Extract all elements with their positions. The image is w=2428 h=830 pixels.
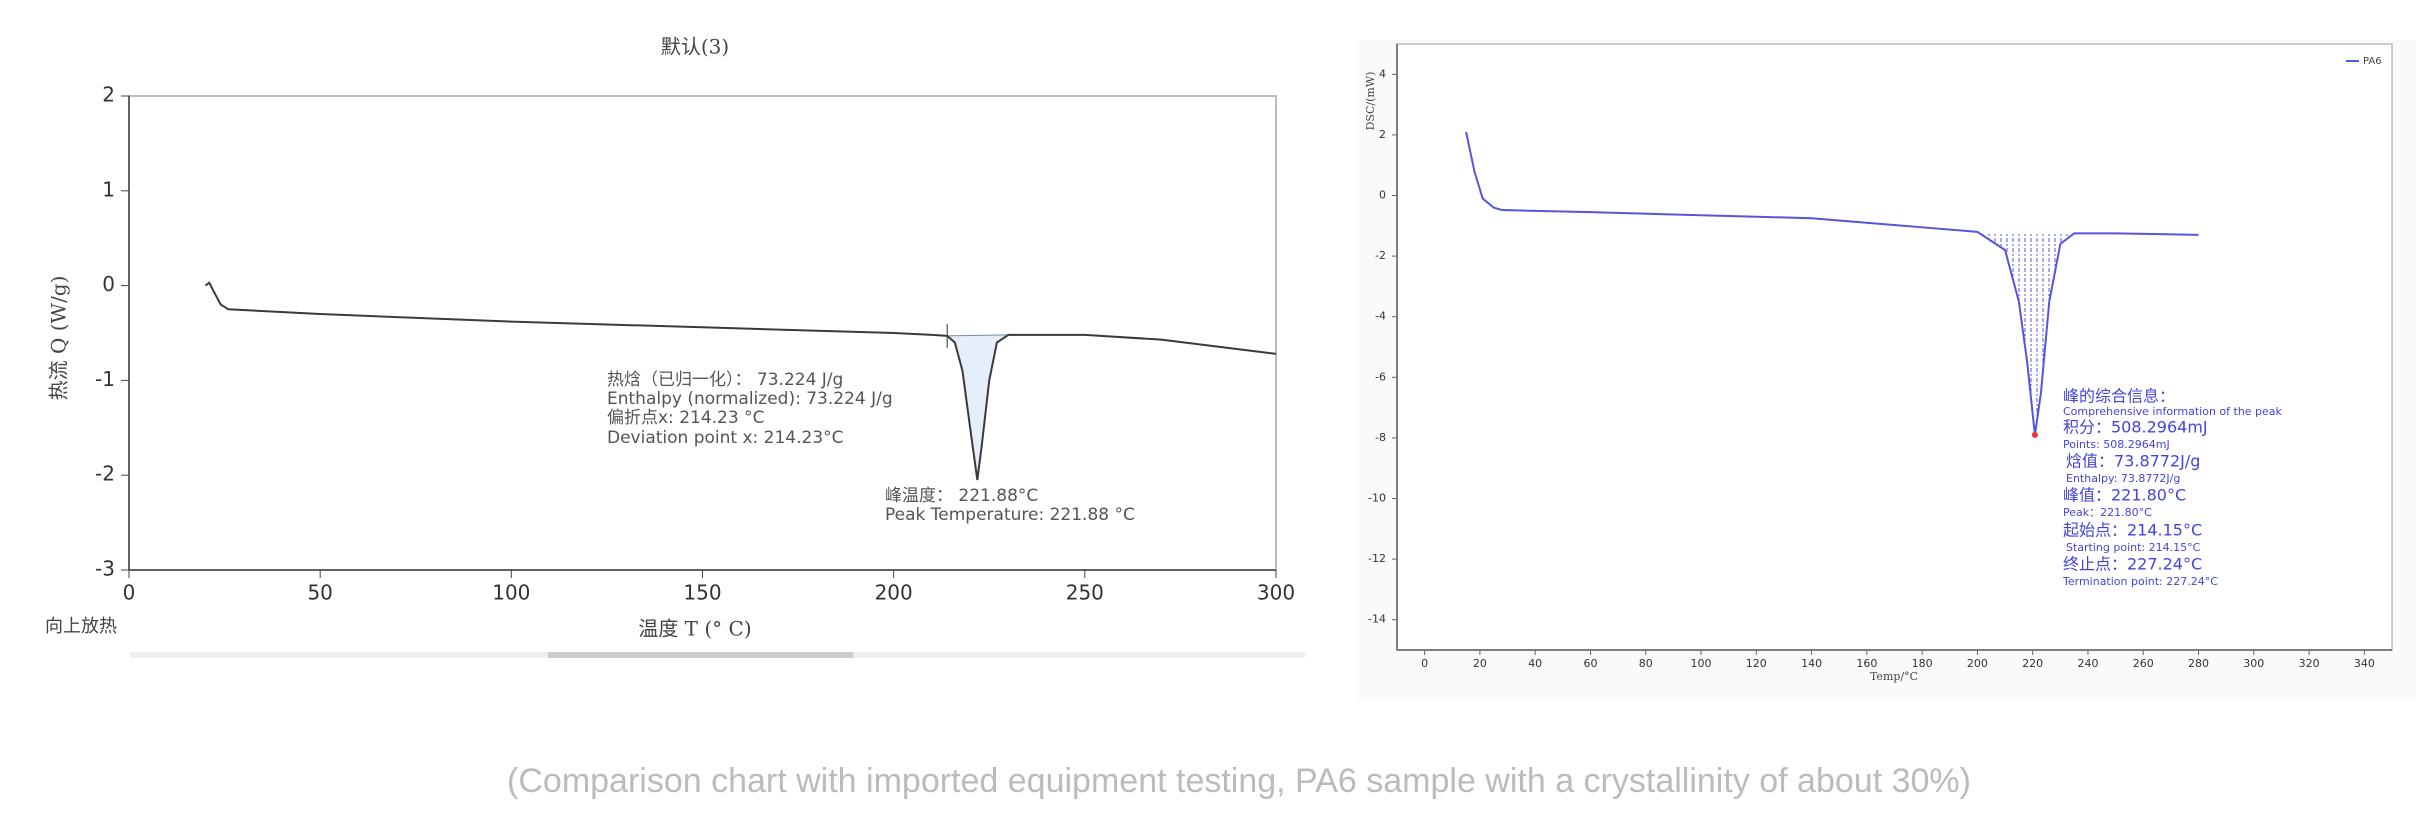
x-tick-label: 80 <box>1639 657 1653 670</box>
data-line <box>1465 131 2199 436</box>
x-tick-label: 160 <box>1856 657 1877 670</box>
annotation: 终止点：227.24°C <box>2063 555 2202 574</box>
x-tick-label: 0 <box>123 581 136 605</box>
plot-area <box>1396 43 2393 651</box>
y-tick-label: 0 <box>1379 189 1386 202</box>
annotation: Enthalpy (normalized): 73.224 J/g <box>607 389 893 409</box>
peak-area <box>1977 231 2075 435</box>
caption: (Comparison chart with imported equipmen… <box>507 762 1971 800</box>
annotation: 焓值：73.8772J/g <box>2066 452 2200 471</box>
legend-label: PA6 <box>2363 56 2382 67</box>
y-tick-label: 0 <box>102 272 115 296</box>
x-tick-label: 140 <box>1801 657 1822 670</box>
annotation: Starting point: 214.15°C <box>2066 541 2201 554</box>
y-tick-label: 2 <box>1379 128 1386 141</box>
annotation: Peak Temperature: 221.88 °C <box>885 505 1135 525</box>
x-tick-label: 20 <box>1473 657 1487 670</box>
y-tick-label: -8 <box>1375 431 1386 444</box>
y-tick-label: -14 <box>1368 613 1386 626</box>
annotation: 峰的综合信息： <box>2063 387 2175 406</box>
x-tick-label: 50 <box>307 581 332 605</box>
x-tick-label: 320 <box>2299 657 2320 670</box>
y-tick-label: -4 <box>1375 310 1386 323</box>
annotation: 峰值：221.80°C <box>2063 486 2186 505</box>
y-tick-label: -2 <box>1375 249 1386 262</box>
annotation: Comprehensive information of the peak <box>2063 405 2283 418</box>
y-tick-label: 4 <box>1379 67 1386 80</box>
x-axis-label: Temp/°C <box>1870 670 1918 683</box>
y-tick-label: -1 <box>95 367 115 391</box>
x-tick-label: 220 <box>2022 657 2043 670</box>
x-tick-label: 120 <box>1746 657 1767 670</box>
x-tick-label: 180 <box>1912 657 1933 670</box>
y-tick-label: -3 <box>95 557 115 581</box>
data-line <box>204 281 1277 481</box>
y-tick-label: 1 <box>102 177 115 201</box>
x-tick-label: 240 <box>2077 657 2098 670</box>
peak-point <box>2031 431 2038 438</box>
y-tick-label: 2 <box>102 83 115 107</box>
exo-note: 向上放热 <box>45 616 117 637</box>
x-tick-label: 150 <box>683 581 721 605</box>
x-tick-label: 200 <box>1967 657 1988 670</box>
chart-title: 默认(3) <box>661 35 729 59</box>
x-tick-label: 60 <box>1583 657 1597 670</box>
y-tick-label: -6 <box>1375 370 1386 383</box>
scroll-thumb <box>548 652 853 658</box>
y-axis-label: 热流 Q (W/g) <box>47 276 71 401</box>
x-axis-label: 温度 T (° C) <box>638 617 751 641</box>
x-tick-label: 250 <box>1066 581 1104 605</box>
annotation: 起始点：214.15°C <box>2063 521 2202 540</box>
plot-area <box>128 95 1277 571</box>
x-tick-label: 340 <box>2354 657 2375 670</box>
x-tick-label: 40 <box>1528 657 1542 670</box>
annotation: 偏折点x: 214.23 °C <box>607 408 764 428</box>
x-tick-label: 0 <box>1421 657 1428 670</box>
x-tick-label: 100 <box>492 581 530 605</box>
annotation: Termination point: 227.24°C <box>2062 575 2218 588</box>
annotation: Peak：221.80°C <box>2063 506 2152 519</box>
x-tick-label: 300 <box>1257 581 1295 605</box>
y-tick-label: -2 <box>95 462 115 486</box>
y-tick-label: -12 <box>1368 552 1386 565</box>
annotation: Enthalpy: 73.8772J/g <box>2066 472 2180 485</box>
annotation: 热焓（已归一化）： 73.224 J/g <box>607 370 843 390</box>
x-tick-label: 260 <box>2133 657 2154 670</box>
x-tick-label: 280 <box>2188 657 2209 670</box>
x-tick-label: 200 <box>875 581 913 605</box>
y-tick-label: -10 <box>1368 492 1386 505</box>
annotation: Points: 508.2964mJ <box>2063 438 2170 451</box>
x-tick-label: 100 <box>1691 657 1712 670</box>
x-tick-label: 300 <box>2243 657 2264 670</box>
y-axis-label: DSC/(mW) <box>1364 72 1377 131</box>
annotation: 峰温度： 221.88°C <box>885 486 1038 506</box>
annotation: 积分：508.2964mJ <box>2063 418 2208 437</box>
annotation: Deviation point x: 214.23°C <box>607 428 844 448</box>
